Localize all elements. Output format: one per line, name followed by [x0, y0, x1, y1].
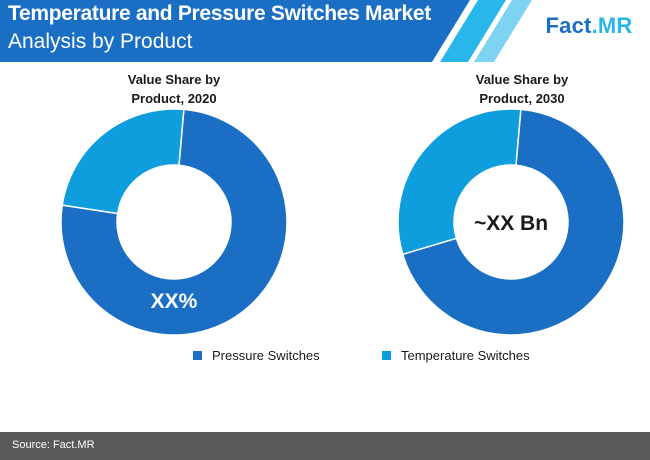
slice-value-label: XX%: [151, 290, 198, 313]
donut-slice-temperature-switches: [397, 108, 522, 256]
logo-text-fact: Fact: [545, 13, 592, 38]
chart-title-2020: Value Share by Product, 2020: [74, 70, 274, 108]
legend: Pressure Switches Temperature Switches: [0, 348, 650, 368]
legend-item-temperature-switches: Temperature Switches: [382, 348, 530, 363]
footer-bar: Source: Fact.MR: [0, 432, 650, 460]
header-background: [0, 0, 532, 62]
factmr-logo: Fact .MR: [536, 6, 642, 46]
donut-slice-pressure-switches: [60, 108, 288, 336]
page-title: Temperature and Pressure Switches Market: [8, 2, 431, 25]
chart-title-2030: Value Share by Product, 2030: [422, 70, 622, 108]
header-banner: Temperature and Pressure Switches Market…: [0, 0, 650, 62]
legend-swatch-temperature-switches: [382, 351, 391, 360]
center-value-label: ~XX Bn: [474, 212, 548, 235]
chart-title-2030-line1: Value Share by: [475, 72, 569, 87]
legend-item-pressure-switches: Pressure Switches: [193, 348, 320, 363]
source-note: Source: Fact.MR: [12, 439, 95, 451]
legend-label-temperature-switches: Temperature Switches: [401, 348, 530, 363]
donut-slice-pressure-switches: [401, 108, 625, 336]
legend-label-pressure-switches: Pressure Switches: [212, 348, 320, 363]
chart-title-2020-line2: Product, 2020: [131, 91, 217, 106]
page-subtitle: Analysis by Product: [8, 30, 193, 53]
donut-slice-temperature-switches: [61, 108, 185, 215]
chart-title-2020-line1: Value Share by: [127, 72, 221, 87]
chart-title-2030-line2: Product, 2030: [479, 91, 565, 106]
legend-swatch-pressure-switches: [193, 351, 202, 360]
logo-text-mr: .MR: [591, 13, 633, 38]
